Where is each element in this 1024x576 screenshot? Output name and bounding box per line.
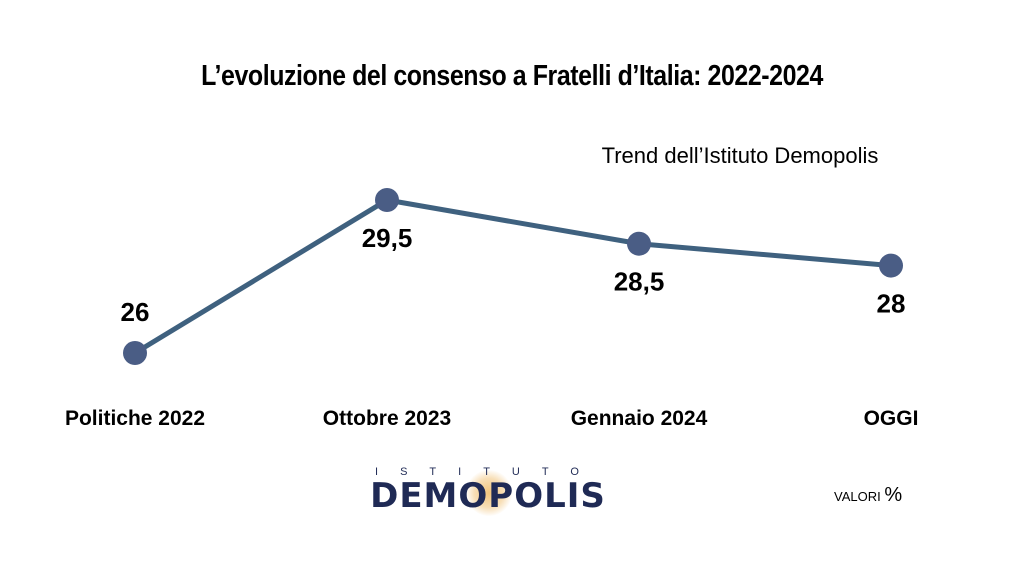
demopolis-logo: ISTITUTO DEMOPOLIS	[350, 466, 630, 526]
category-label: OGGI	[864, 407, 919, 430]
series-layer	[123, 188, 903, 365]
data-label: 29,5	[362, 223, 413, 253]
labels-layer: 26 Politiche 2022 29,5 Ottobre 2023 28,5 Genn…	[65, 223, 918, 430]
units-symbol: %	[884, 484, 903, 506]
data-point	[879, 253, 903, 278]
data-point	[627, 231, 651, 256]
logo-sun-glow	[466, 470, 512, 516]
logo-main-text: DEMOPOLIS	[370, 476, 606, 516]
chart-subtitle: Trend dell’Istituto Demopolis	[601, 143, 879, 168]
data-label: 26	[121, 297, 150, 327]
data-label: 28,5	[614, 267, 665, 297]
logo-top-text: ISTITUTO	[375, 466, 601, 478]
units-label: VALORI	[834, 489, 881, 504]
units-note: VALORI %	[834, 484, 902, 507]
data-label: 28	[877, 289, 906, 319]
category-label: Politiche 2022	[65, 407, 205, 430]
data-point	[375, 188, 399, 212]
category-label: Ottobre 2023	[323, 407, 451, 430]
data-point	[123, 341, 147, 365]
category-label: Gennaio 2024	[571, 407, 708, 430]
series-line	[133, 197, 892, 356]
chart-title: L’evoluzione del consenso a Fratelli d’I…	[201, 60, 823, 92]
